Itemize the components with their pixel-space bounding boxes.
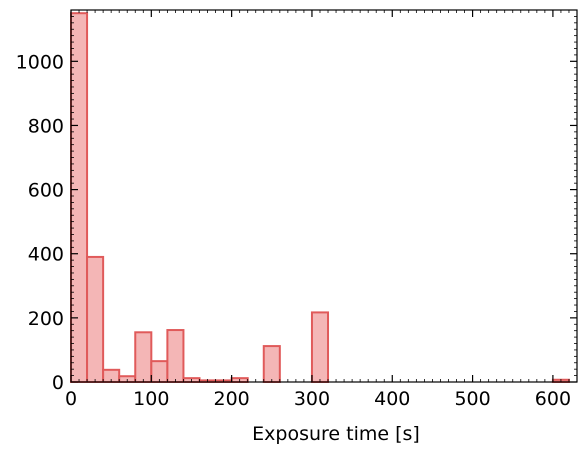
x-tick-label: 500	[454, 388, 490, 410]
histogram-bar	[70, 12, 89, 383]
x-tick-label: 400	[374, 388, 410, 410]
bars-group	[70, 12, 570, 384]
plot-frame	[70, 9, 578, 383]
x-tick-label: 200	[214, 388, 250, 410]
y-tick-label: 200	[28, 308, 64, 330]
x-tick-label: 300	[294, 388, 330, 410]
histogram-bar	[310, 311, 330, 383]
histogram-bar	[166, 329, 185, 384]
histogram-bar	[150, 360, 169, 384]
y-tick-label: 400	[28, 244, 64, 266]
x-tick-label: 600	[535, 388, 571, 410]
y-tick-label: 800	[28, 115, 64, 137]
y-tick-label: 1000	[16, 51, 64, 73]
histogram-bar	[262, 345, 281, 384]
histogram-bar	[86, 255, 105, 383]
y-tick-label: 0	[52, 372, 64, 394]
histogram-bar	[134, 331, 153, 383]
y-tick-label: 600	[28, 180, 64, 202]
x-axis-label: Exposure time [s]	[252, 423, 420, 445]
x-tick-label: 0	[65, 388, 77, 410]
x-tick-label: 100	[133, 388, 169, 410]
